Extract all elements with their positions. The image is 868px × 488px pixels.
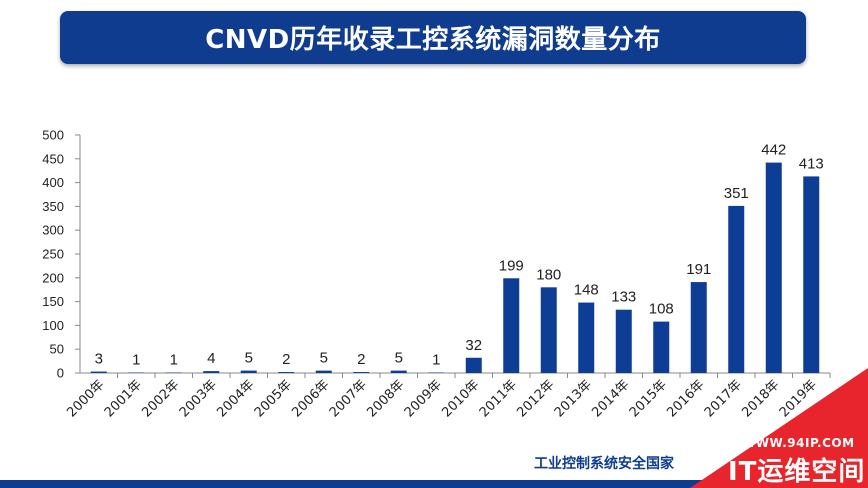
data-label: 2 [357,351,365,368]
data-label: 413 [799,155,824,172]
data-label: 108 [649,301,674,318]
data-label: 199 [499,257,524,274]
y-tick-label: 500 [42,128,64,143]
bar [690,282,707,373]
watermark-name: IT运维空间 [728,457,866,487]
data-label: 5 [245,350,253,367]
y-tick-label: 350 [42,199,64,214]
y-tick-label: 450 [42,151,64,166]
bar [578,302,595,373]
bar [240,370,257,373]
bar [353,372,370,373]
bar [503,278,520,373]
data-label: 2 [282,351,290,368]
y-tick-label: 0 [57,366,64,381]
bar [315,370,332,373]
data-label: 1 [432,352,440,369]
data-label: 442 [761,142,786,159]
data-label: 1 [170,352,178,369]
data-label: 351 [724,185,749,202]
bar [765,162,782,373]
data-label: 1 [132,352,140,369]
bar [653,321,670,373]
bar [465,357,482,373]
data-label: 3 [95,351,103,368]
data-label: 4 [207,350,215,367]
bar [203,371,220,373]
bar [615,309,632,373]
bar [803,176,820,373]
data-label: 5 [320,350,328,367]
y-tick-label: 100 [42,318,64,333]
bar [540,287,557,373]
data-label: 32 [465,337,482,354]
data-label: 191 [686,261,711,278]
watermark-url: WWW.94IP.COM [742,436,855,450]
bar [278,372,295,373]
bar [728,205,745,373]
bar [90,371,107,373]
y-tick-label: 300 [42,223,64,238]
source-note: 工业控制系统安全国家 [534,456,674,472]
data-label: 5 [395,350,403,367]
y-tick-label: 150 [42,294,64,309]
y-tick-label: 50 [50,342,64,357]
y-tick-label: 400 [42,175,64,190]
data-label: 133 [611,289,636,306]
data-label: 180 [536,266,561,283]
y-tick-label: 250 [42,247,64,262]
title-banner: CNVD历年收录工控系统漏洞数量分布 [60,11,806,64]
bottom-bar [0,480,868,488]
chart-title: CNVD历年收录工控系统漏洞数量分布 [205,25,661,55]
bar [390,370,407,373]
y-tick-label: 200 [42,270,64,285]
data-label: 148 [574,282,599,299]
